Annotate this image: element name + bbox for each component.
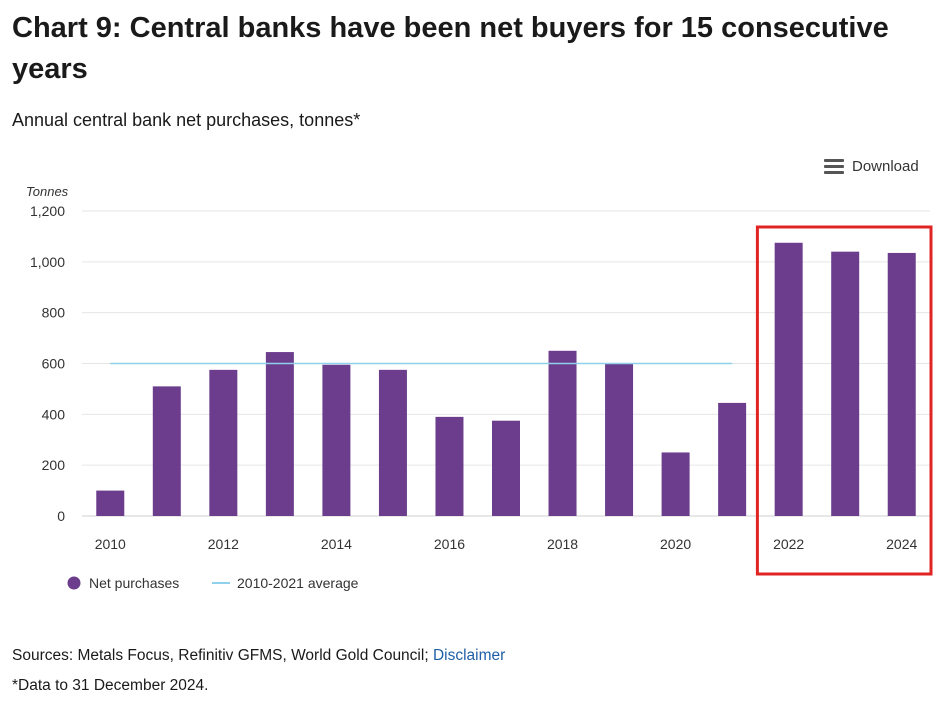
sources-line: Sources: Metals Focus, Refinitiv GFMS, W… (12, 647, 505, 665)
y-tick-label: 200 (42, 457, 66, 473)
bar-2022 (774, 242, 803, 517)
chart-subtitle: Annual central bank net purchases, tonne… (12, 110, 361, 130)
y-axis-title: Tonnes (26, 184, 69, 199)
bar-2018 (548, 350, 577, 516)
bar-2023 (831, 251, 860, 516)
disclaimer-link[interactable]: Disclaimer (432, 647, 506, 664)
y-tick-label: 600 (42, 356, 66, 372)
bar-2019 (605, 363, 634, 516)
x-tick-label: 2016 (434, 536, 465, 552)
x-tick-label: 2024 (886, 536, 917, 552)
y-tick-label: 0 (57, 508, 65, 524)
bar-2014 (322, 364, 351, 516)
x-tick-label: 2012 (208, 536, 239, 552)
x-tick-label: 2022 (773, 536, 804, 552)
bar-2024 (887, 252, 916, 516)
download-button[interactable]: Download (824, 155, 919, 177)
download-label: Download (852, 157, 919, 175)
footnote: *Data to 31 December 2024. (12, 677, 209, 694)
y-tick-label: 400 (42, 406, 66, 422)
x-tick-label: 2018 (547, 536, 578, 552)
bar-2011 (152, 386, 181, 516)
menu-icon (824, 158, 844, 174)
highlight-box (755, 225, 933, 576)
bar-2012 (209, 369, 238, 516)
y-tick-label: 1,000 (30, 254, 65, 270)
legend-label-average: 2010-2021 average (237, 575, 359, 591)
bar-2010 (96, 490, 125, 516)
bar-2017 (492, 420, 520, 516)
bar-2016 (435, 416, 464, 516)
legend-marker-net-purchases (67, 576, 81, 590)
bar-2015 (378, 369, 407, 516)
bar-2021 (718, 402, 747, 516)
y-tick-label: 1,200 (30, 203, 65, 219)
chart-title: Chart 9: Central banks have been net buy… (12, 12, 889, 85)
x-tick-label: 2020 (660, 536, 691, 552)
sources-text: Sources: Metals Focus, Refinitiv GFMS, W… (12, 647, 433, 664)
x-tick-label: 2010 (95, 536, 126, 552)
x-tick-label: 2014 (321, 536, 352, 552)
bar-2020 (661, 452, 690, 516)
y-tick-label: 800 (42, 305, 66, 321)
bar-2013 (265, 352, 294, 516)
legend-label-net-purchases: Net purchases (89, 575, 179, 591)
